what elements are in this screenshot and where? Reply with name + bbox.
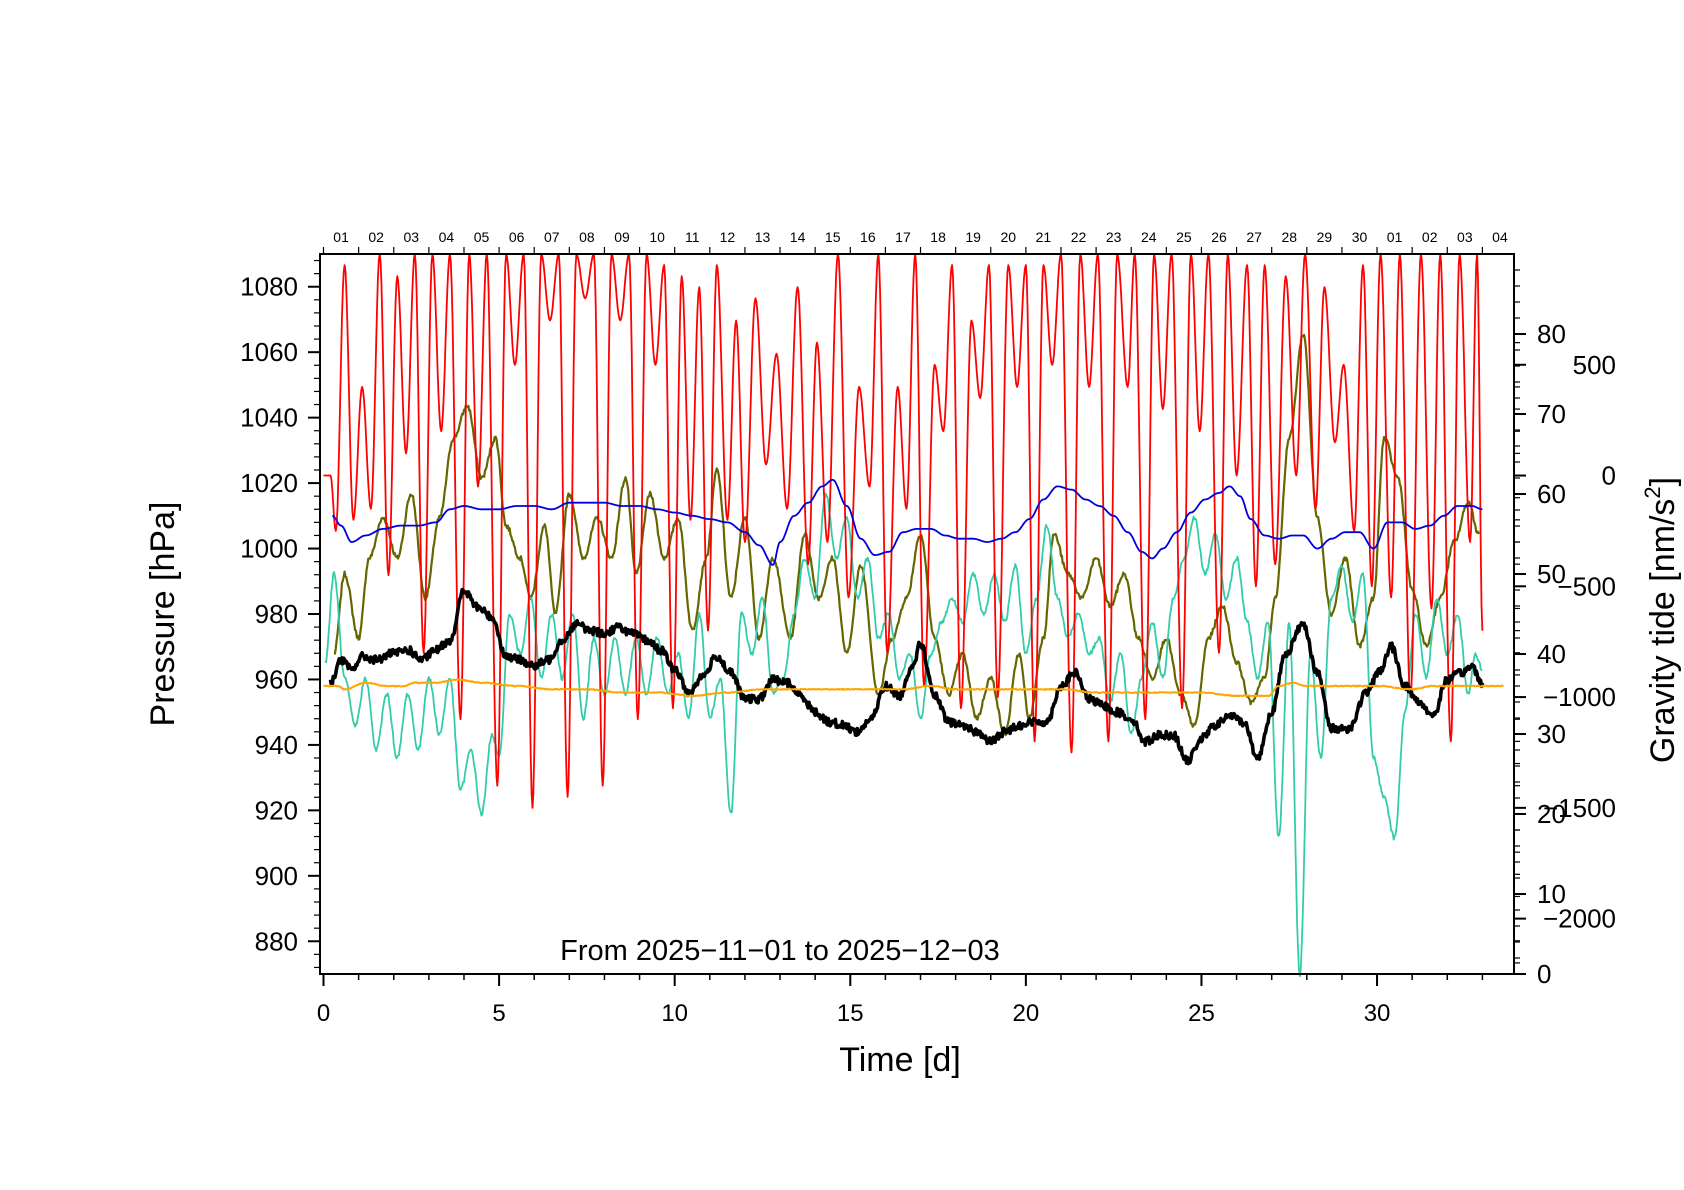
- y-right-bottom-tick-label: −1500: [1543, 793, 1616, 823]
- day-label: 03: [404, 229, 420, 245]
- x-tick-label: 0: [317, 1000, 330, 1027]
- day-label: 16: [860, 229, 876, 245]
- y-left-tick-label: 980: [255, 599, 298, 629]
- x-axis-label: Time [d]: [839, 1041, 961, 1079]
- x-tick-label: 15: [837, 1000, 864, 1027]
- day-label: 11: [685, 229, 700, 245]
- x-tick-label: 20: [1013, 1000, 1040, 1027]
- day-label: 19: [965, 229, 981, 245]
- series-line-2: [323, 253, 1484, 809]
- y-right-top-tick-label: 40: [1537, 639, 1566, 669]
- day-label: 22: [1071, 229, 1087, 245]
- y-axis-left-label: Pressure [hPa]: [144, 502, 182, 727]
- y-right-top-tick-label: 50: [1537, 559, 1566, 589]
- day-label: 12: [720, 229, 736, 245]
- y-axis-right-label-close: ]: [1644, 477, 1682, 486]
- y-left-tick-label: 920: [255, 795, 298, 825]
- day-label: 20: [1001, 229, 1017, 245]
- y-left-tick-label: 940: [255, 730, 298, 760]
- series-line-0: [333, 333, 1480, 737]
- day-label: 13: [755, 229, 771, 245]
- day-label: 07: [544, 229, 560, 245]
- day-label: 06: [509, 229, 525, 245]
- day-label: 10: [649, 229, 665, 245]
- y-left-tick-label: 1080: [240, 272, 298, 302]
- y-right-top-tick-label: 70: [1537, 399, 1566, 429]
- day-label: 15: [825, 229, 841, 245]
- series-line-4: [332, 478, 1483, 566]
- day-label: 28: [1281, 229, 1297, 245]
- day-label: 24: [1141, 229, 1157, 245]
- series-line-3: [328, 587, 1485, 766]
- day-label: 18: [930, 229, 946, 245]
- series-line-1: [324, 492, 1483, 978]
- day-label: 14: [790, 229, 806, 245]
- series-layer: [323, 253, 1504, 978]
- day-label: 29: [1317, 229, 1333, 245]
- day-label: 27: [1246, 229, 1262, 245]
- y-axis-right-label-superscript: 2: [1640, 486, 1665, 498]
- y-right-bottom-tick-label: 500: [1573, 350, 1616, 380]
- y-right-top-tick-label: 30: [1537, 719, 1566, 749]
- day-label: 26: [1211, 229, 1227, 245]
- day-label: 04: [1492, 229, 1508, 245]
- y-left-tick-label: 880: [255, 926, 298, 956]
- day-label: 25: [1176, 229, 1192, 245]
- y-right-top-tick-label: 60: [1537, 479, 1566, 509]
- day-label: 21: [1036, 229, 1052, 245]
- y-right-top-tick-label: 0: [1537, 959, 1551, 989]
- y-axis-right-label: Gravity tide [nm/s2]: [1640, 477, 1682, 763]
- y-axis-right-label-main: Gravity tide [nm/s: [1644, 499, 1682, 764]
- y-left-tick-label: 960: [255, 664, 298, 694]
- day-label: 17: [895, 229, 911, 245]
- y-right-bottom-tick-label: −1000: [1543, 682, 1616, 712]
- day-label: 30: [1352, 229, 1368, 245]
- y-right-bottom-tick-label: −2000: [1543, 904, 1616, 934]
- y-right-top-tick-label: 80: [1537, 319, 1566, 349]
- series-line-5: [323, 678, 1504, 698]
- x-tick-label: 10: [661, 1000, 688, 1027]
- day-label: 23: [1106, 229, 1122, 245]
- day-label: 04: [439, 229, 455, 245]
- day-label: 09: [614, 229, 630, 245]
- day-label: 05: [474, 229, 490, 245]
- day-label: 01: [1387, 229, 1403, 245]
- day-label: 02: [368, 229, 384, 245]
- y-left-tick-label: 900: [255, 861, 298, 891]
- day-label: 03: [1457, 229, 1473, 245]
- y-left-tick-label: 1040: [240, 403, 298, 433]
- day-label: 01: [333, 229, 349, 245]
- y-left-tick-label: 1020: [240, 468, 298, 498]
- x-tick-label: 25: [1188, 1000, 1215, 1027]
- y-left-tick-label: 1060: [240, 337, 298, 367]
- y-right-top-tick-label: 10: [1537, 879, 1566, 909]
- y-left-tick-label: 1000: [240, 534, 298, 564]
- day-label: 02: [1422, 229, 1438, 245]
- day-label: 08: [579, 229, 595, 245]
- x-tick-label: 30: [1364, 1000, 1391, 1027]
- y-right-bottom-tick-label: 0: [1602, 461, 1616, 491]
- y-right-bottom-tick-label: −500: [1557, 571, 1616, 601]
- chart-title: From 2025−11−01 to 2025−12−03: [560, 935, 1000, 967]
- x-tick-label: 5: [492, 1000, 505, 1027]
- y-right-top-tick-label: 20: [1537, 799, 1566, 829]
